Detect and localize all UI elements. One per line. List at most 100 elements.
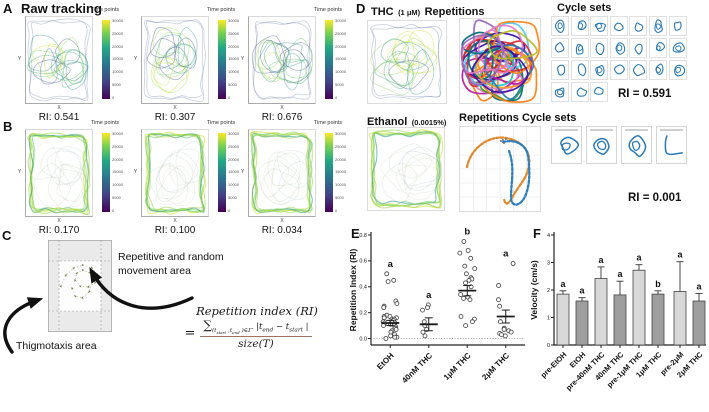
data-point xyxy=(464,271,469,277)
colorbar-tick: 5000 xyxy=(228,82,237,88)
colorbar-ticks: 30000 25000 20000 15000 10000 5000 0 xyxy=(112,19,123,100)
y-axis-label: Y xyxy=(133,169,138,175)
colorbar xyxy=(102,20,110,99)
y-tick-label: 0.0 xyxy=(359,336,367,342)
colorbar-tick: 30000 xyxy=(112,18,124,23)
numerator-text: − t xyxy=(273,322,290,332)
cycle-set-plot xyxy=(551,82,569,102)
plot-micro-title xyxy=(660,129,683,131)
thc-repetitions-plot xyxy=(459,18,541,104)
data-point xyxy=(508,329,514,335)
ri-value-bottom: RI = 0.001 xyxy=(628,192,682,204)
data-point xyxy=(388,333,393,339)
y-tick-label: 0.2 xyxy=(359,310,367,316)
tracking-plot xyxy=(25,16,93,104)
cycle-sets-title: Cycle sets xyxy=(557,2,612,14)
repetition-cycle-plot xyxy=(656,126,687,164)
colorbar-tick: 10000 xyxy=(335,69,347,75)
y-tick-label: 2 xyxy=(547,288,550,294)
significance-letter: b xyxy=(464,227,470,237)
ri-value: RI: 0.170 xyxy=(38,225,80,236)
data-point xyxy=(497,303,503,309)
colorbar-tick: 30000 xyxy=(335,131,347,136)
t-end-sub: end xyxy=(262,327,274,334)
data-point xyxy=(457,250,463,256)
x-category-label: EtOH xyxy=(375,351,396,372)
repetition-index-chart: 0.0 0.2 0.4 0.6 0.8 Repetition Index (RI) a EtO… xyxy=(349,227,525,385)
panel-c-label: C xyxy=(2,228,12,243)
ri-formula: Repetition index (RI) = ∑(tstart ,tend )… xyxy=(146,304,350,350)
colorbar-ticks: 30000 25000 20000 15000 10000 5000 0 xyxy=(112,132,123,213)
panel-f-label: F xyxy=(533,226,541,241)
data-point xyxy=(392,334,398,340)
colorbar xyxy=(218,20,226,99)
data-point xyxy=(472,266,478,271)
thc-dose: (1 μM) xyxy=(398,8,421,17)
tracking-plot xyxy=(141,129,209,217)
data-point xyxy=(466,277,472,283)
significance-letter: a xyxy=(636,253,642,263)
sum-subscript: (t xyxy=(211,327,217,334)
data-point xyxy=(470,319,475,325)
ri-value: RI: 0.307 xyxy=(154,112,196,123)
data-point xyxy=(393,327,399,332)
data-point xyxy=(391,277,397,283)
panel-a-label: A xyxy=(3,1,13,16)
data-point xyxy=(381,305,387,310)
data-point xyxy=(383,336,389,341)
ri-value: RI: 0.100 xyxy=(154,225,196,236)
colorbar-tick: 15000 xyxy=(228,169,240,175)
colorbar-tick: 20000 xyxy=(228,156,240,162)
colorbar-tick: 25000 xyxy=(112,143,124,149)
colorbar-tick: 30000 xyxy=(112,131,124,136)
data-point xyxy=(467,297,473,303)
significance-letter: a xyxy=(503,248,509,259)
panel-e-label: E xyxy=(351,226,360,241)
x-category-label: 1μM THC xyxy=(442,351,473,382)
plot-micro-title xyxy=(555,129,578,131)
colorbar-tick: 30000 xyxy=(335,18,347,23)
colorbar-tick: 0 xyxy=(112,94,115,100)
data-point xyxy=(496,283,502,288)
colorbar-tick: 0 xyxy=(335,207,338,213)
bar xyxy=(651,293,665,346)
x-category-label: 40nM THC xyxy=(400,351,434,385)
colorbar-ticks: 30000 25000 20000 15000 10000 5000 0 xyxy=(335,19,346,100)
significance-letter: a xyxy=(579,286,585,296)
cycle-set-plot xyxy=(609,16,628,36)
colorbar-tick: 30000 xyxy=(228,18,240,23)
significance-letter: a xyxy=(426,290,432,301)
bar xyxy=(673,291,687,346)
example-trajectory xyxy=(59,263,98,299)
repetition-cycle-plot xyxy=(551,126,582,164)
data-point xyxy=(501,327,507,332)
colorbar-tick: 20000 xyxy=(112,156,124,162)
data-point xyxy=(461,296,466,301)
colorbar-tick: 0 xyxy=(228,94,231,100)
ri-value-top: RI = 0.591 xyxy=(618,88,672,100)
ethanol-title: Ethanol (0.0015%) xyxy=(367,112,446,130)
colorbar xyxy=(218,133,226,212)
cycle-set-plot xyxy=(668,38,687,58)
cycle-set-plot xyxy=(649,16,667,36)
colorbar-tick: 20000 xyxy=(228,43,240,49)
ethanol-dose: (0.0015%) xyxy=(411,118,447,127)
x-axis-label: X xyxy=(280,218,284,224)
data-point xyxy=(465,248,471,253)
colorbar-title: Time points xyxy=(313,120,343,126)
colorbar-tick: 25000 xyxy=(228,30,240,36)
ri-value: RI: 0.676 xyxy=(261,112,303,123)
cycle-set-plot xyxy=(551,60,569,80)
cycle-set-plot xyxy=(570,16,589,36)
ri-value: RI: 0.034 xyxy=(261,225,303,236)
equals-sign: = xyxy=(184,326,196,342)
significance-letter: a xyxy=(617,269,623,279)
colorbar xyxy=(102,133,110,212)
x-axis-label: X xyxy=(57,218,61,224)
data-point xyxy=(468,255,474,261)
colorbar-tick: 25000 xyxy=(335,143,347,149)
repetition-cycle-plot xyxy=(621,126,652,164)
data-point xyxy=(420,329,426,335)
colorbar-tick: 5000 xyxy=(335,82,344,88)
colorbar-tick: 10000 xyxy=(228,69,240,75)
